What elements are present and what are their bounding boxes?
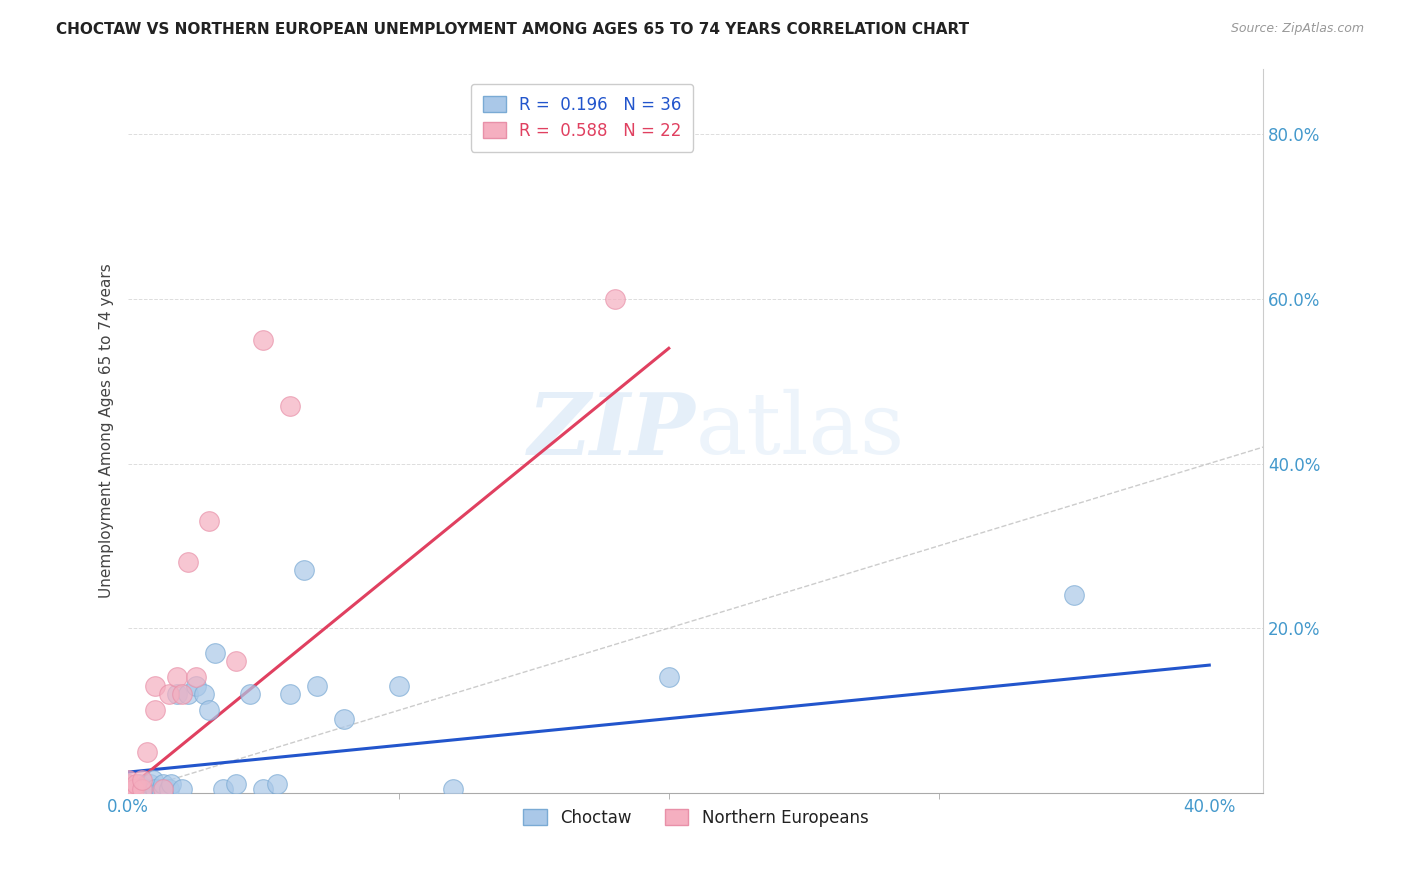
Point — [177, 555, 200, 569]
Point — [177, 687, 200, 701]
Point — [122, 786, 145, 800]
Point — [157, 781, 180, 796]
Point — [117, 781, 139, 796]
Point — [166, 687, 188, 701]
Point — [193, 687, 215, 701]
Point — [280, 687, 302, 701]
Point — [125, 777, 148, 791]
Y-axis label: Unemployment Among Ages 65 to 74 years: Unemployment Among Ages 65 to 74 years — [100, 263, 114, 598]
Point — [198, 514, 221, 528]
Point — [252, 333, 274, 347]
Point — [172, 781, 194, 796]
Point — [142, 773, 165, 788]
Point — [160, 777, 183, 791]
Legend: Choctaw, Northern Europeans: Choctaw, Northern Europeans — [515, 800, 876, 835]
Point — [117, 777, 139, 791]
Point — [131, 781, 153, 796]
Point — [252, 781, 274, 796]
Point — [266, 777, 288, 791]
Point — [225, 777, 247, 791]
Point — [307, 679, 329, 693]
Point — [292, 564, 315, 578]
Point — [198, 703, 221, 717]
Point — [143, 781, 166, 796]
Text: CHOCTAW VS NORTHERN EUROPEAN UNEMPLOYMENT AMONG AGES 65 TO 74 YEARS CORRELATION : CHOCTAW VS NORTHERN EUROPEAN UNEMPLOYMEN… — [56, 22, 969, 37]
Text: ZIP: ZIP — [527, 389, 696, 473]
Point — [131, 781, 153, 796]
Text: Source: ZipAtlas.com: Source: ZipAtlas.com — [1230, 22, 1364, 36]
Point — [184, 679, 207, 693]
Point — [387, 679, 409, 693]
Point — [172, 687, 194, 701]
Point — [136, 781, 159, 796]
Point — [117, 786, 139, 800]
Point — [117, 773, 139, 788]
Point — [280, 399, 302, 413]
Point — [152, 781, 174, 796]
Point — [122, 781, 145, 796]
Point — [152, 777, 174, 791]
Point — [128, 777, 150, 791]
Point — [125, 781, 148, 796]
Point — [143, 703, 166, 717]
Point — [658, 670, 681, 684]
Point — [1063, 588, 1085, 602]
Point — [117, 786, 139, 800]
Point — [143, 679, 166, 693]
Point — [211, 781, 233, 796]
Point — [333, 712, 356, 726]
Point — [139, 777, 162, 791]
Point — [239, 687, 262, 701]
Text: atlas: atlas — [696, 389, 905, 472]
Point — [157, 687, 180, 701]
Point — [166, 670, 188, 684]
Point — [184, 670, 207, 684]
Point — [603, 292, 626, 306]
Point — [131, 773, 153, 788]
Point — [149, 781, 172, 796]
Point — [225, 654, 247, 668]
Point — [136, 745, 159, 759]
Point — [117, 781, 139, 796]
Point — [441, 781, 464, 796]
Point — [204, 646, 226, 660]
Point — [134, 786, 156, 800]
Point — [117, 777, 139, 791]
